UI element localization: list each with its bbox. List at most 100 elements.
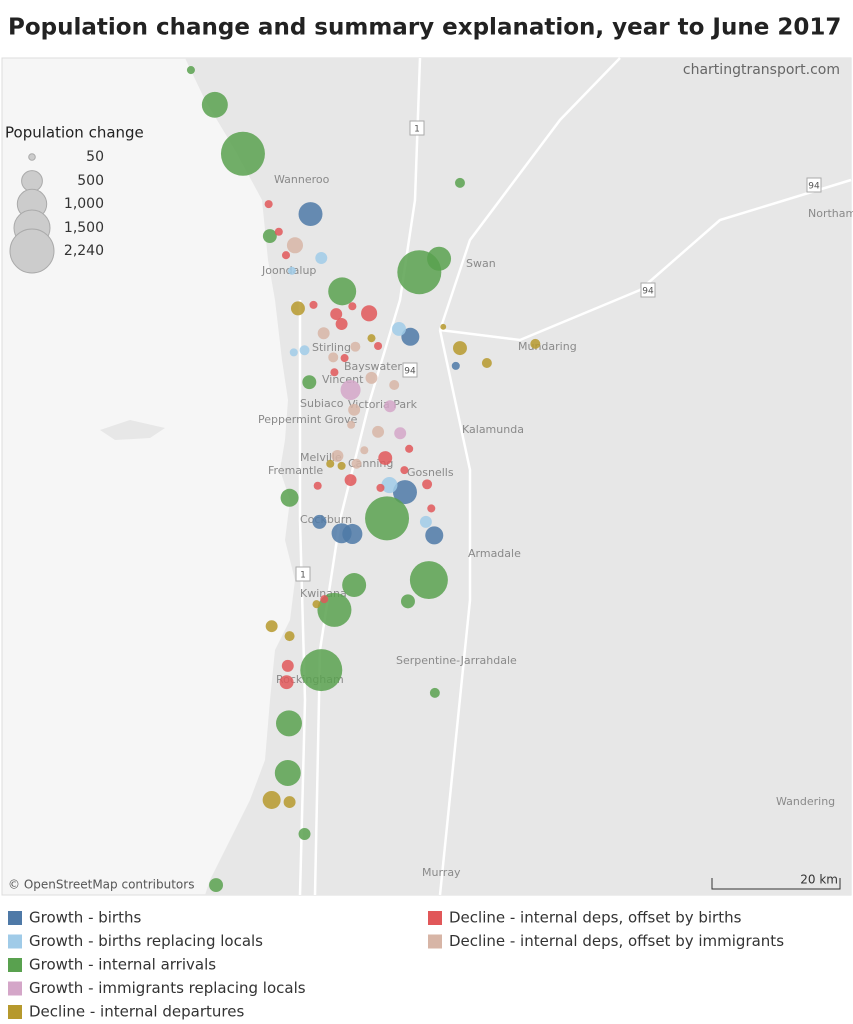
bubble: [209, 878, 224, 893]
bubble: [300, 649, 343, 692]
bubble: [302, 375, 317, 390]
road-shield-label: 1: [300, 571, 306, 581]
bubble: [454, 177, 465, 188]
size-legend-label: 2,240: [64, 243, 104, 259]
bubble: [342, 573, 367, 598]
bubble: [481, 358, 492, 368]
bubble: [347, 420, 356, 429]
place-label: Stirling: [312, 341, 351, 354]
bubble: [298, 202, 323, 227]
bubble: [201, 91, 228, 118]
bubble: [330, 308, 343, 321]
bubble: [315, 252, 328, 264]
bubble: [299, 345, 310, 356]
place-label: Subiaco: [300, 397, 344, 410]
bubble: [312, 600, 321, 609]
place-label: Mundaring: [518, 340, 577, 353]
bubble: [453, 341, 467, 356]
bubble: [309, 300, 318, 309]
bubble: [392, 480, 417, 505]
size-legend-circle: [21, 170, 43, 192]
bubble: [384, 400, 396, 413]
bubble: [340, 354, 349, 363]
road-shield-label: 1: [414, 125, 420, 135]
bubble: [330, 368, 339, 377]
bubble: [351, 458, 362, 469]
place-label: Armadale: [468, 547, 521, 560]
legend-swatch: [8, 958, 22, 972]
road-shield-label: 94: [404, 367, 416, 377]
legend-swatch: [8, 1005, 22, 1019]
bubble: [419, 515, 432, 528]
bubble: [405, 444, 414, 453]
place-label: Wandering: [776, 795, 835, 808]
size-legend-label: 500: [77, 173, 104, 189]
place-label: Gosnells: [407, 466, 454, 479]
attribution: © OpenStreetMap contributors: [8, 878, 194, 892]
bubble: [340, 379, 361, 400]
bubble: [298, 828, 311, 840]
bubble: [342, 523, 363, 544]
bubble: [335, 318, 348, 330]
bubble: [350, 341, 361, 352]
bubble: [378, 451, 393, 466]
bubble: [425, 526, 444, 545]
bubble: [451, 361, 460, 370]
bubble: [401, 327, 420, 346]
bubbles: [186, 66, 541, 893]
size-legend-label: 1,000: [64, 196, 104, 212]
place-label: Murray: [422, 866, 461, 879]
size-legend-label: 50: [86, 149, 104, 165]
place-label: Kalamunda: [462, 423, 524, 436]
road-shields: 1 94 94 94 1: [295, 120, 822, 582]
bubble: [367, 334, 376, 343]
place-label: Fremantle: [268, 464, 323, 477]
legend: Growth - births Growth - births replacing…: [8, 909, 784, 1021]
size-legend-label: 1,500: [64, 220, 104, 236]
bubble: [186, 66, 195, 75]
bubble: [328, 277, 357, 306]
bubble: [317, 327, 330, 340]
bubble: [328, 352, 339, 363]
bubble: [376, 483, 385, 492]
bubble: [348, 302, 357, 311]
bubble: [276, 710, 302, 737]
island: [100, 420, 165, 440]
source: chartingtransport.com: [683, 62, 840, 78]
legend-label: Decline - internal deps, offset by birth…: [449, 909, 742, 927]
legend-label: Decline - internal departures: [29, 1003, 244, 1021]
size-legend-circle: [28, 153, 36, 161]
road-shield-label: 94: [642, 287, 654, 297]
place-label: Peppermint Grove: [258, 413, 358, 426]
legend-swatch: [428, 934, 442, 949]
bubble: [312, 514, 327, 529]
bubble: [320, 595, 329, 604]
bubble: [279, 675, 294, 690]
bubble: [290, 301, 305, 316]
bubble: [365, 371, 378, 384]
place-label: Wanneroo: [274, 173, 330, 186]
bubble: [365, 496, 410, 541]
scale-label: 20 km: [800, 873, 838, 887]
bubble: [429, 687, 440, 698]
legend-swatch: [8, 934, 22, 949]
bubble: [392, 321, 406, 336]
bubble: [220, 131, 265, 176]
bubble: [265, 620, 278, 633]
bubble: [348, 403, 361, 416]
road-shield: [640, 282, 656, 298]
size-legend: Population change 50 500 1,000 1,500 2,240: [5, 124, 144, 274]
place-label: Serpentine-Jarrahdale: [396, 654, 517, 667]
bubble: [389, 380, 400, 390]
bubble: [289, 348, 298, 357]
place-label: Bayswater: [344, 360, 402, 373]
bubble: [400, 594, 415, 609]
road-shield: [409, 120, 425, 136]
bubble: [337, 461, 346, 470]
scale-bar: [711, 878, 841, 890]
legend-label: Growth - internal arrivals: [29, 956, 216, 974]
place-label: Northam: [808, 207, 853, 220]
bubble: [530, 338, 541, 349]
